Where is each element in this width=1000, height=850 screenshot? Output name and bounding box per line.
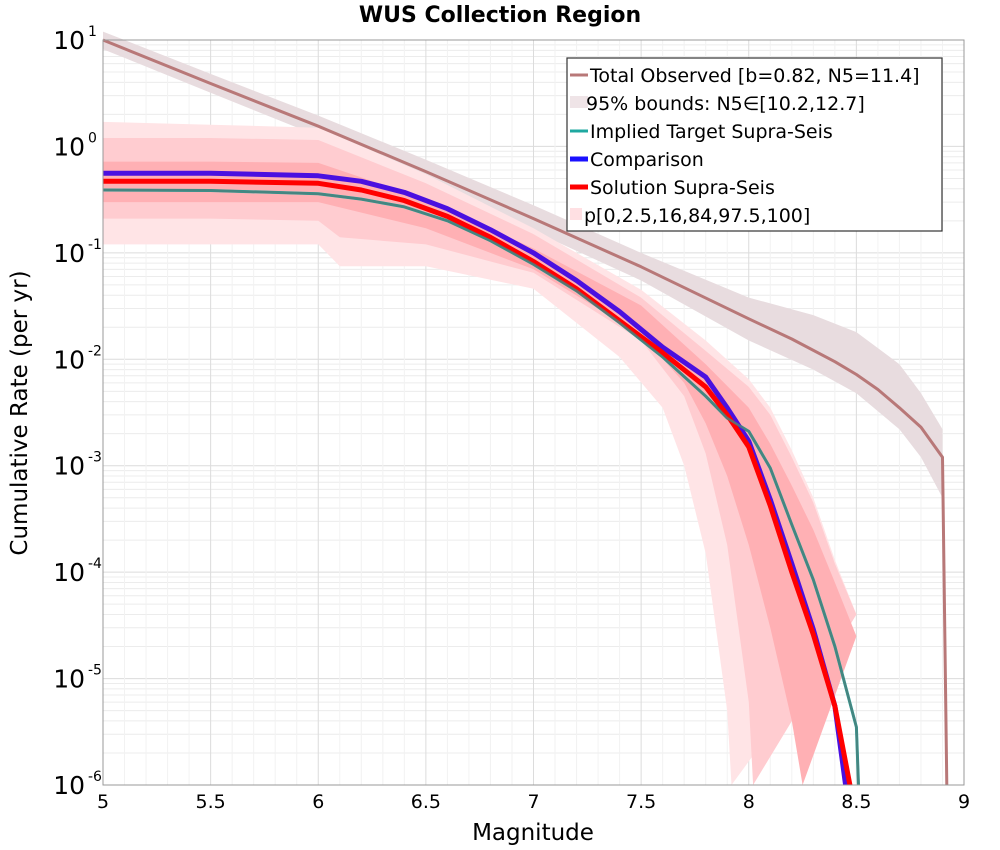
y-tick-base: 10: [53, 665, 85, 694]
x-tick-label: 8: [743, 791, 755, 813]
x-axis-label: Magnitude: [472, 820, 594, 846]
legend-label-total-observed: Total Observed [b=0.82, N5=11.4]: [589, 65, 920, 87]
x-tick-label: 6.5: [411, 791, 441, 813]
plot-frame: [102, 39, 965, 786]
legend-swatch-bounds: [570, 96, 588, 108]
legend-label-implied-target: Implied Target Supra-Seis: [590, 121, 833, 143]
axis-ticks: 5 5.5 6 6.5 7 7.5 8 8.5 910 110 010 -110 -210 -310 -41…: [53, 24, 970, 813]
x-tick-label: 9: [958, 791, 970, 813]
y-tick-base: 10: [53, 558, 85, 587]
y-tick-base: 10: [53, 771, 85, 800]
chart-title: WUS Collection Region: [359, 3, 641, 28]
y-tick-exponent: -3: [88, 450, 102, 466]
y-tick-exponent: -2: [88, 343, 102, 359]
y-tick-label: 10 -3: [53, 450, 102, 481]
y-tick-exponent: -4: [88, 556, 102, 572]
x-tick-label: 7.5: [626, 791, 656, 813]
y-tick-label: 10 1: [53, 24, 97, 55]
percentile-bands: [103, 31, 943, 786]
y-tick-base: 10: [53, 26, 85, 55]
x-tick-label: 8.5: [841, 791, 871, 813]
y-tick-label: 10 -5: [53, 663, 102, 694]
y-tick-base: 10: [53, 132, 85, 161]
legend-box: [566, 57, 943, 232]
band-p2.5-p97.5: [103, 138, 857, 785]
y-tick-exponent: 1: [88, 24, 97, 40]
total-observed-line: [102, 38, 949, 786]
y-tick-exponent: -1: [88, 237, 102, 253]
y-tick-exponent: -5: [88, 663, 102, 679]
series-lines: [102, 38, 949, 786]
x-tick-label: 6: [312, 791, 324, 813]
x-tick-label: 7: [527, 791, 539, 813]
total-observed-95-band: [103, 31, 943, 498]
y-tick-exponent: -6: [88, 769, 102, 785]
implied-target-overlay: [102, 188, 860, 786]
y-tick-base: 10: [53, 239, 85, 268]
solution-line: [103, 178, 853, 786]
y-tick-label: 10 -6: [53, 769, 102, 800]
y-tick-label: 10 -2: [53, 343, 102, 374]
y-axis-label: Cumulative Rate (per yr): [7, 270, 33, 555]
comparison-line: [103, 170, 849, 786]
legend-swatch-percentiles: [570, 208, 582, 220]
y-tick-label: 10 -1: [53, 237, 102, 268]
legend-label-solution: Solution Supra-Seis: [590, 177, 775, 199]
y-tick-label: 10 0: [53, 130, 97, 161]
legend-label-comparison: Comparison: [590, 149, 704, 171]
legend-label-percentiles: p[0,2.5,16,84,97.5,100]: [584, 205, 810, 227]
y-tick-exponent: 0: [88, 130, 97, 146]
x-tick-label: 5.5: [196, 791, 226, 813]
legend: Total Observed [b=0.82, N5=11.4] 95% bou…: [566, 57, 943, 232]
x-tick-label: 5: [97, 791, 109, 813]
y-tick-label: 10 -4: [53, 556, 102, 587]
y-tick-base: 10: [53, 345, 85, 374]
legend-label-bounds: 95% bounds: N5∈[10.2,12.7]: [586, 93, 865, 115]
y-tick-base: 10: [53, 452, 85, 481]
